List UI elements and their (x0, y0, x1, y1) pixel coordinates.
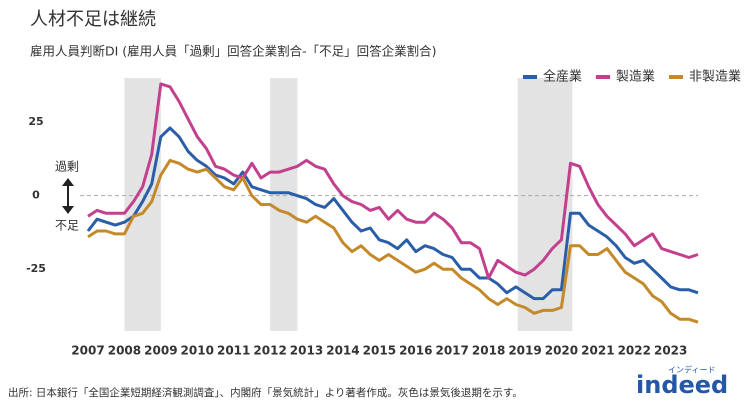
x-tick-label: 2007 (71, 344, 104, 358)
x-tick-label: 2016 (399, 344, 432, 358)
x-tick-label: 2018 (472, 344, 505, 358)
logo: indeed (636, 371, 728, 399)
x-tick-label: 2017 (435, 344, 468, 358)
y-tick-label: -25 (26, 262, 46, 275)
x-tick-label: 2022 (618, 344, 651, 358)
x-tick-label: 2019 (508, 344, 541, 358)
legend-label: 全産業 (543, 69, 582, 85)
legend-label: 非製造業 (689, 69, 741, 85)
x-tick-label: 2009 (144, 344, 177, 358)
logo-kana: インディード (668, 365, 715, 375)
x-tick-label: 2015 (363, 344, 396, 358)
series-line (87, 158, 699, 324)
y-tick-label: 25 (28, 115, 43, 128)
x-tick-label: 2021 (581, 344, 614, 358)
x-tick-label: 2008 (108, 344, 141, 358)
series-line (86, 126, 699, 301)
x-tick-label: 2010 (181, 344, 214, 358)
x-tick-label: 2012 (253, 344, 286, 358)
x-tick-label: 2020 (545, 344, 578, 358)
y-tick-label: 0 (32, 189, 40, 202)
source-note: 出所: 日本銀行「全国企業短期経済観測調査」、内閣府「景気統計」より著者作成。灰… (8, 386, 523, 399)
x-tick-label: 2011 (217, 344, 250, 358)
x-tick-label: 2013 (290, 344, 323, 358)
arrow-head-up (62, 178, 74, 186)
chart-subtitle: 雇用人員判断DI (雇用人員「過剰」回答企業割合-「不足」回答企業割合) (30, 44, 437, 59)
annotation-up: 過剰 (55, 160, 79, 174)
annotation-down: 不足 (55, 219, 79, 233)
series-line (87, 82, 699, 280)
recession-shade (270, 78, 298, 331)
arrow-head-down (62, 206, 74, 214)
arrow (62, 178, 74, 214)
plot (80, 78, 699, 331)
chart-title: 人材不足は継続 (30, 9, 156, 30)
x-tick-label: 2014 (326, 344, 359, 358)
legend-label: 製造業 (616, 69, 655, 85)
x-tick-label: 2023 (654, 344, 687, 358)
